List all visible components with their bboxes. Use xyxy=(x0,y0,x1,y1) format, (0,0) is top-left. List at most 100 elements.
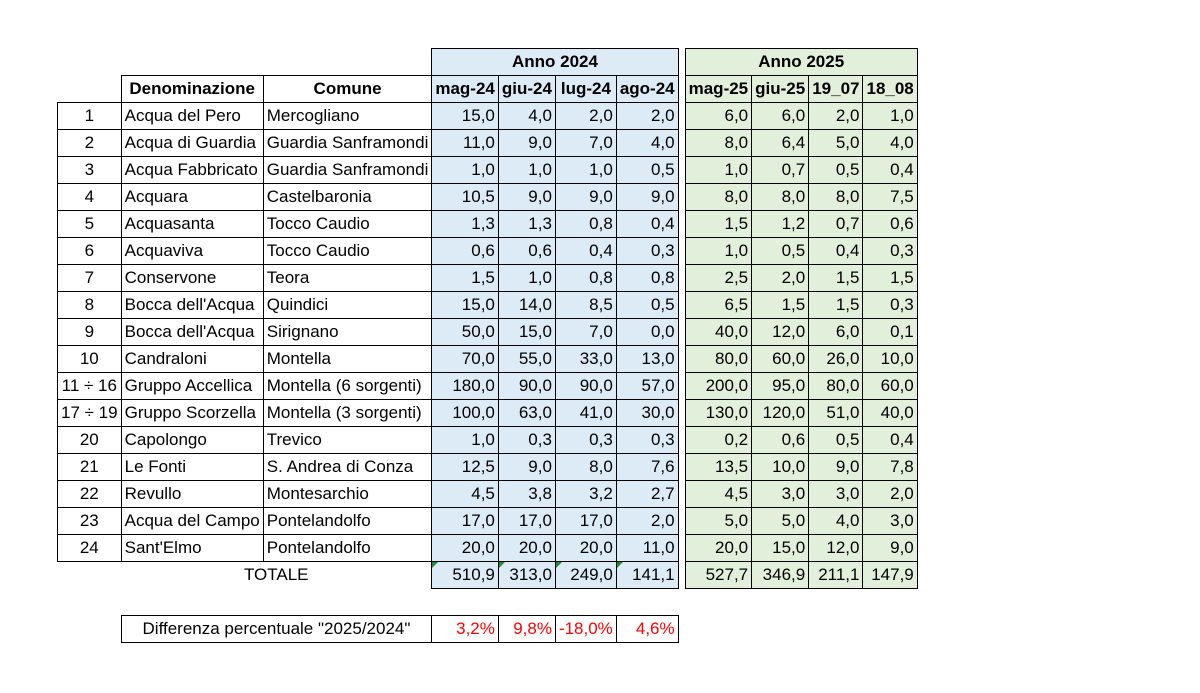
column-gap xyxy=(678,508,685,535)
denominazione-cell: Capolongo xyxy=(120,426,264,454)
value-2025-cell: 8,0 xyxy=(684,129,753,157)
column-gap xyxy=(678,130,685,157)
value-2024-cell: 180,0 xyxy=(431,372,499,400)
value-2025-cell: 4,5 xyxy=(684,480,753,508)
comune-cell: Tocco Caudio xyxy=(262,237,433,265)
column-gap xyxy=(678,184,685,211)
column-gap xyxy=(678,238,685,265)
value-2025-cell: 1,2 xyxy=(751,210,810,238)
value-2024-cell: 1,0 xyxy=(431,156,499,184)
column-gap xyxy=(678,535,685,562)
difference-value: 3,2% xyxy=(431,615,499,643)
value-2024-cell: 90,0 xyxy=(497,372,556,400)
value-2025-cell: 8,0 xyxy=(684,183,753,211)
empty-cell xyxy=(58,562,122,589)
table-row: 10 Candraloni Montella 70,0 55,0 33,0 13,0 80,0… xyxy=(57,345,918,373)
row-number: 4 xyxy=(57,183,122,211)
value-2024-cell: 50,0 xyxy=(431,318,499,346)
comune-cell: Castelbaronia xyxy=(262,183,433,211)
value-2025-cell: 0,6 xyxy=(751,426,810,454)
value-2025-cell: 13,5 xyxy=(684,453,753,481)
value-2025-cell: 0,2 xyxy=(684,426,753,454)
value-2025-cell: 2,0 xyxy=(751,264,810,292)
value-2025-cell: 4,0 xyxy=(808,507,864,535)
value-2024-cell: 9,0 xyxy=(554,183,617,211)
row-number: 1 xyxy=(57,102,122,130)
denominazione-cell: Acquaviva xyxy=(120,237,264,265)
value-2024-cell: 2,0 xyxy=(615,102,679,130)
table-row: 23 Acqua del Campo Pontelandolfo 17,0 17,0 17… xyxy=(57,507,918,535)
year-header-row: Anno 2024 Anno 2025 xyxy=(58,48,918,76)
total-2024-cell: 510,9 xyxy=(431,561,499,589)
denominazione-cell: Acqua del Pero xyxy=(120,102,264,130)
comune-cell: Sirignano xyxy=(262,318,433,346)
value-2024-cell: 0,3 xyxy=(554,426,617,454)
value-2024-cell: 9,0 xyxy=(497,183,556,211)
column-gap xyxy=(678,454,685,481)
total-row: TOTALE 510,9 313,0 249,0 141,1 527,7 346,9 211,… xyxy=(58,561,918,589)
row-number: 23 xyxy=(57,507,122,535)
value-2025-cell: 1,5 xyxy=(862,264,918,292)
year-2025-header: Anno 2025 xyxy=(684,48,918,76)
value-2024-cell: 10,5 xyxy=(431,183,499,211)
value-2024-cell: 7,0 xyxy=(554,318,617,346)
value-2024-cell: 57,0 xyxy=(615,372,679,400)
value-2024-cell: 9,0 xyxy=(615,183,679,211)
value-2024-cell: 2,7 xyxy=(615,480,679,508)
value-2024-cell: 0,6 xyxy=(497,237,556,265)
total-2024-cell: 249,0 xyxy=(554,561,617,589)
row-number: 9 xyxy=(57,318,122,346)
denominazione-cell: Gruppo Scorzella xyxy=(120,399,264,427)
value-2024-cell: 2,0 xyxy=(615,507,679,535)
value-2025-cell: 130,0 xyxy=(684,399,753,427)
column-gap xyxy=(678,319,685,346)
value-2025-cell: 15,0 xyxy=(751,534,810,562)
value-2025-cell: 5,0 xyxy=(684,507,753,535)
value-2025-cell: 5,0 xyxy=(808,129,864,157)
total-label: TOTALE xyxy=(243,565,309,585)
value-2025-cell: 120,0 xyxy=(751,399,810,427)
comune-cell: Trevico xyxy=(262,426,433,454)
value-2025-cell: 26,0 xyxy=(808,345,864,373)
column-gap xyxy=(678,481,685,508)
value-2025-cell: 0,4 xyxy=(862,156,918,184)
row-number: 8 xyxy=(57,291,122,319)
column-gap xyxy=(678,373,685,400)
value-2025-cell: 12,0 xyxy=(808,534,864,562)
comune-cell: S. Andrea di Conza xyxy=(262,453,433,481)
value-2025-cell: 0,6 xyxy=(862,210,918,238)
month-header: ago-24 xyxy=(615,75,679,103)
comune-cell: Montella xyxy=(262,345,433,373)
table-row: 6 Acquaviva Tocco Caudio 0,6 0,6 0,4 0,3 1,0 0,5… xyxy=(57,237,918,265)
denominazione-cell: Acqua di Guardia xyxy=(120,129,264,157)
month-header: mag-25 xyxy=(684,75,753,103)
value-2025-cell: 9,0 xyxy=(862,534,918,562)
row-number: 22 xyxy=(57,480,122,508)
value-2025-cell: 3,0 xyxy=(862,507,918,535)
value-2024-cell: 0,0 xyxy=(615,318,679,346)
comune-cell: Montella (6 sorgenti) xyxy=(262,372,433,400)
value-2024-cell: 15,0 xyxy=(431,102,499,130)
value-2024-cell: 3,2 xyxy=(554,480,617,508)
column-header-row: Denominazione Comune mag-24 giu-24 lug-2… xyxy=(58,75,918,103)
value-2024-cell: 0,8 xyxy=(615,264,679,292)
value-2024-cell: 12,5 xyxy=(431,453,499,481)
value-2025-cell: 0,7 xyxy=(751,156,810,184)
value-2024-cell: 0,3 xyxy=(615,426,679,454)
value-2024-cell: 11,0 xyxy=(431,129,499,157)
comune-cell: Guardia Sanframondi xyxy=(262,156,433,184)
value-2024-cell: 1,3 xyxy=(497,210,556,238)
value-2025-cell: 7,8 xyxy=(862,453,918,481)
value-2025-cell: 10,0 xyxy=(862,345,918,373)
column-gap xyxy=(678,400,685,427)
month-header: 18_08 xyxy=(862,75,918,103)
value-2024-cell: 15,0 xyxy=(431,291,499,319)
table-row: 17 ÷ 19 Gruppo Scorzella Montella (3 sorge… xyxy=(57,399,918,427)
denominazione-cell: Acquasanta xyxy=(120,210,264,238)
value-2024-cell: 0,4 xyxy=(554,237,617,265)
comune-cell: Quindici xyxy=(262,291,433,319)
denominazione-cell: Conservone xyxy=(120,264,264,292)
value-2025-cell: 10,0 xyxy=(751,453,810,481)
column-gap xyxy=(678,292,685,319)
value-2025-cell: 0,3 xyxy=(862,237,918,265)
